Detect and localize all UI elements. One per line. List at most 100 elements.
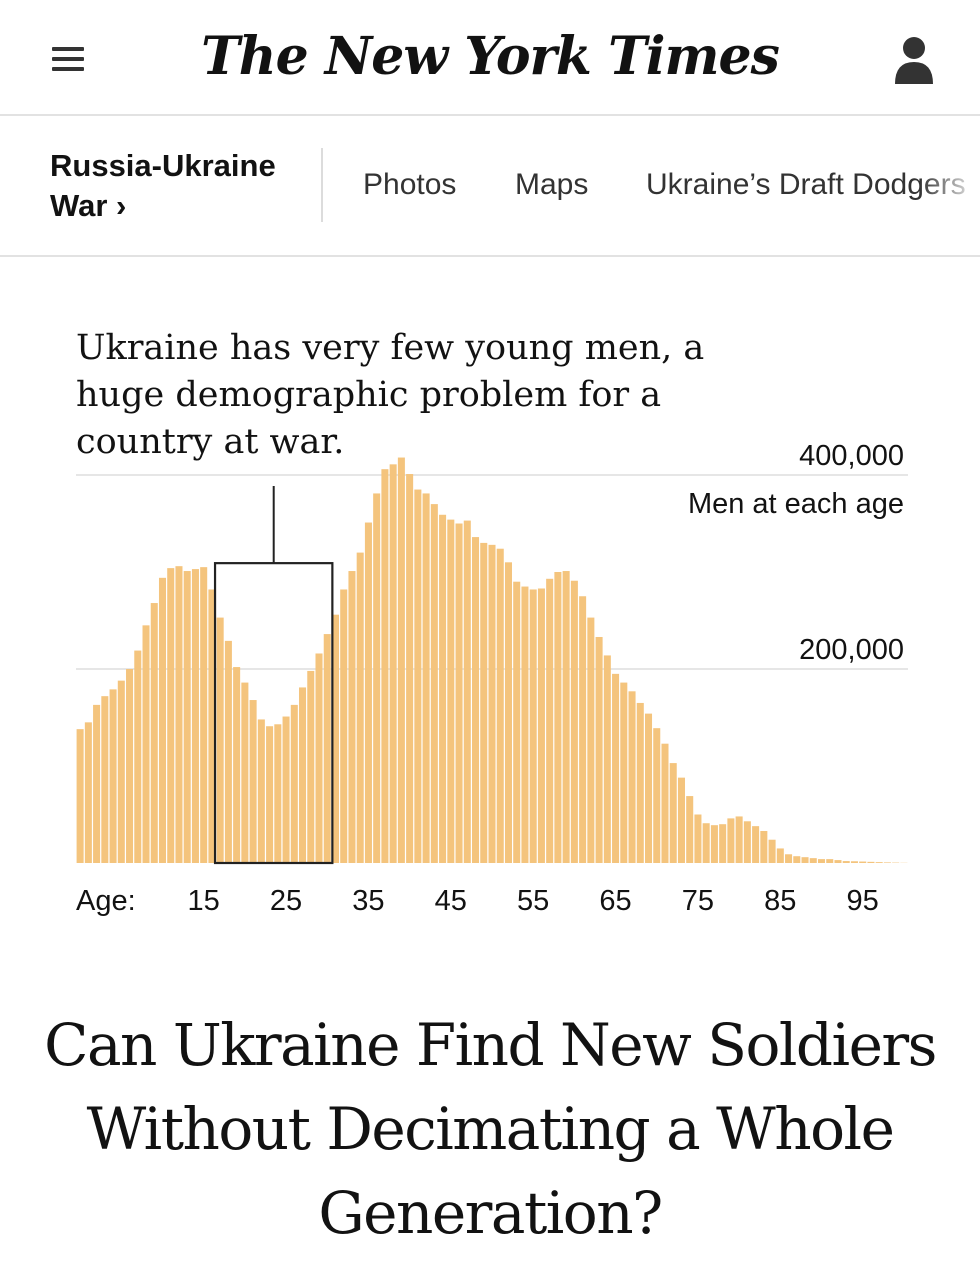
bar-age-98 bbox=[883, 862, 891, 863]
bar-age-27 bbox=[299, 687, 307, 863]
x-axis-label: Age: bbox=[76, 885, 136, 917]
bar-age-3 bbox=[101, 696, 109, 863]
bar-age-92 bbox=[834, 860, 842, 863]
bar-age-38 bbox=[389, 464, 397, 863]
x-tick-label: 95 bbox=[847, 885, 879, 917]
bar-age-64 bbox=[603, 655, 611, 863]
bar-age-67 bbox=[628, 691, 636, 863]
bar-age-5 bbox=[117, 680, 125, 863]
bar-age-19 bbox=[233, 667, 241, 863]
x-tick-label: 65 bbox=[599, 885, 631, 917]
bar-age-68 bbox=[636, 702, 644, 863]
bar-age-39 bbox=[397, 457, 405, 863]
x-tick-label: 75 bbox=[682, 885, 714, 917]
bar-age-58 bbox=[554, 572, 562, 863]
user-account-icon[interactable] bbox=[893, 34, 935, 86]
bar-age-44 bbox=[439, 514, 447, 863]
nav-link-ukraines-draft-dodgers[interactable]: Ukraine’s Draft Dodgers bbox=[646, 168, 966, 201]
section-link-russia-ukraine-war[interactable]: Russia-Ukraine War › bbox=[50, 148, 276, 223]
bar-age-70 bbox=[653, 728, 661, 863]
nav-link-photos[interactable]: Photos bbox=[363, 168, 457, 201]
bar-age-53 bbox=[513, 581, 521, 863]
x-tick-label: 55 bbox=[517, 885, 549, 917]
bar-age-50 bbox=[488, 544, 496, 863]
scroll-fade bbox=[920, 116, 980, 255]
bar-age-47 bbox=[463, 520, 471, 863]
bar-age-73 bbox=[677, 777, 685, 863]
bar-age-87 bbox=[793, 856, 801, 863]
bar-age-35 bbox=[364, 522, 372, 863]
bar-age-24 bbox=[274, 724, 282, 863]
bar-age-15 bbox=[200, 567, 208, 863]
bar-age-90 bbox=[817, 859, 826, 863]
x-tick-label: 15 bbox=[188, 885, 220, 917]
masthead: The New York Times bbox=[0, 0, 980, 116]
bar-age-84 bbox=[768, 839, 776, 863]
y-tick-label: 200,000 bbox=[799, 634, 904, 666]
bar-age-41 bbox=[414, 489, 422, 863]
bar-age-61 bbox=[579, 596, 587, 863]
x-tick-label: 25 bbox=[270, 885, 302, 917]
nyt-logo[interactable]: The New York Times bbox=[201, 26, 780, 87]
bar-age-21 bbox=[249, 700, 257, 863]
bar-age-11 bbox=[167, 568, 175, 863]
bar-age-23 bbox=[266, 726, 274, 863]
bar-age-72 bbox=[669, 763, 677, 863]
bar-age-1 bbox=[84, 722, 92, 863]
bar-age-37 bbox=[381, 469, 389, 863]
bar-age-26 bbox=[290, 704, 298, 863]
bar-age-30 bbox=[323, 634, 331, 863]
bar-age-45 bbox=[447, 519, 455, 863]
bar-age-75 bbox=[694, 814, 702, 863]
y-axis-label: Men at each age bbox=[688, 488, 904, 520]
bar-age-77 bbox=[710, 825, 718, 863]
bar-age-16 bbox=[208, 589, 216, 863]
bar-age-48 bbox=[472, 537, 480, 863]
bar-age-13 bbox=[183, 571, 191, 863]
bar-age-49 bbox=[480, 542, 488, 863]
bar-age-10 bbox=[158, 577, 167, 863]
bar-age-63 bbox=[595, 636, 603, 863]
x-tick-label: 35 bbox=[352, 885, 384, 917]
x-tick-label: 45 bbox=[435, 885, 467, 917]
bar-age-71 bbox=[661, 743, 669, 863]
article-headline[interactable]: Can Ukraine Find New Soldiers Without De… bbox=[44, 1011, 937, 1247]
bar-age-81 bbox=[743, 821, 751, 863]
bar-age-76 bbox=[702, 823, 710, 863]
bar-age-29 bbox=[315, 653, 323, 863]
bar-age-89 bbox=[809, 858, 817, 863]
bar-age-96 bbox=[867, 861, 875, 863]
bar-age-34 bbox=[356, 552, 364, 863]
bar-age-91 bbox=[826, 859, 834, 863]
bar-age-7 bbox=[134, 650, 142, 863]
bar-age-20 bbox=[241, 682, 249, 863]
highlight-box bbox=[213, 562, 334, 865]
bar-age-69 bbox=[644, 713, 653, 863]
bar-age-88 bbox=[801, 857, 809, 863]
bar-age-22 bbox=[257, 719, 265, 863]
bar-age-65 bbox=[612, 673, 620, 863]
bar-age-46 bbox=[455, 523, 463, 863]
bar-age-9 bbox=[150, 603, 158, 863]
hamburger-menu-icon[interactable] bbox=[52, 47, 84, 71]
bar-age-74 bbox=[686, 796, 694, 863]
bar-age-78 bbox=[719, 824, 727, 863]
x-tick-label: 85 bbox=[764, 885, 796, 917]
bar-age-17 bbox=[216, 617, 224, 863]
bar-age-12 bbox=[175, 566, 183, 863]
bar-age-94 bbox=[850, 861, 858, 863]
bar-age-54 bbox=[521, 586, 529, 863]
bar-age-2 bbox=[93, 704, 101, 863]
bar-age-51 bbox=[496, 548, 504, 863]
nav-link-maps[interactable]: Maps bbox=[515, 168, 589, 201]
bar-age-42 bbox=[422, 493, 430, 863]
bar-age-97 bbox=[875, 862, 883, 863]
bar-age-43 bbox=[430, 504, 438, 863]
bar-age-14 bbox=[191, 569, 199, 863]
bar-age-28 bbox=[307, 670, 315, 863]
bar-age-8 bbox=[142, 625, 150, 863]
bar-age-57 bbox=[546, 578, 554, 863]
bar-age-86 bbox=[785, 854, 793, 863]
bar-age-56 bbox=[537, 588, 545, 863]
bar-age-32 bbox=[340, 589, 348, 863]
